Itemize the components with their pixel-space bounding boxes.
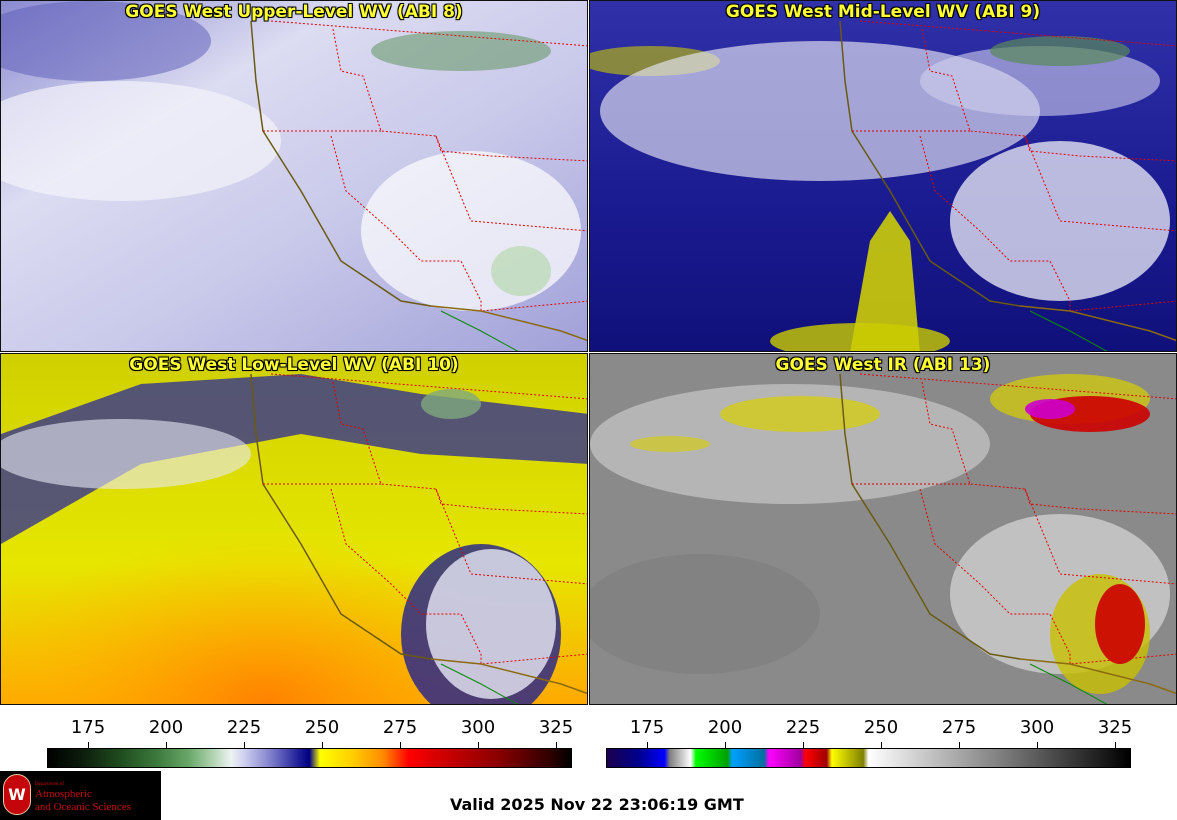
panel-title: GOES West IR (ABI 13) xyxy=(775,355,991,375)
wv-tick-label: 200 xyxy=(148,717,184,738)
panel-title: GOES West Low-Level WV (ABI 10) xyxy=(129,355,459,375)
ir-tick-label: 275 xyxy=(941,717,977,738)
logo-line1: Atmospheric xyxy=(35,788,92,800)
ir-tick-label: 325 xyxy=(1097,717,1133,738)
wv-tick-label: 175 xyxy=(70,717,106,738)
wv-colorbar xyxy=(47,748,572,768)
ir-tick-label: 300 xyxy=(1019,717,1055,738)
valid-time: Valid 2025 Nov 22 23:06:19 GMT xyxy=(450,795,744,814)
aos-logo: W Department of Atmospheric and Oceanic … xyxy=(0,771,161,820)
ir-tick-label: 200 xyxy=(707,717,743,738)
ir-image xyxy=(590,354,1176,704)
wv-tick-label: 325 xyxy=(538,717,574,738)
panel-title: GOES West Mid-Level WV (ABI 9) xyxy=(725,2,1041,22)
mid-level-wv-panel: GOES West Mid-Level WV (ABI 9) xyxy=(589,0,1177,352)
low-level-wv-panel: GOES West Low-Level WV (ABI 10) xyxy=(0,353,588,705)
ir-colorbar-ticks: 175 200 225 250 275 300 325 xyxy=(606,712,1132,748)
ir-tick-label: 175 xyxy=(629,717,665,738)
mid-level-wv-image xyxy=(590,1,1176,351)
ir-tick-label: 250 xyxy=(863,717,899,738)
logo-dept-text: Department of xyxy=(35,782,65,787)
wv-tick-label: 300 xyxy=(460,717,496,738)
logo-line2: and Oceanic Sciences xyxy=(35,801,131,813)
wv-tick-label: 225 xyxy=(226,717,262,738)
wv-tick-label: 275 xyxy=(382,717,418,738)
wv-tick-label: 250 xyxy=(304,717,340,738)
low-level-wv-image xyxy=(1,354,587,704)
wv-colorbar-ticks: 175 200 225 250 275 300 325 xyxy=(47,712,573,748)
upper-level-wv-panel: GOES West Upper-Level WV (ABI 8) xyxy=(0,0,588,352)
ir-colorbar xyxy=(606,748,1131,768)
ir-tick-label: 225 xyxy=(785,717,821,738)
ir-panel: GOES West IR (ABI 13) xyxy=(589,353,1177,705)
upper-level-wv-image xyxy=(1,1,587,351)
uw-crest-icon: W xyxy=(3,774,31,815)
panel-title: GOES West Upper-Level WV (ABI 8) xyxy=(125,2,463,22)
